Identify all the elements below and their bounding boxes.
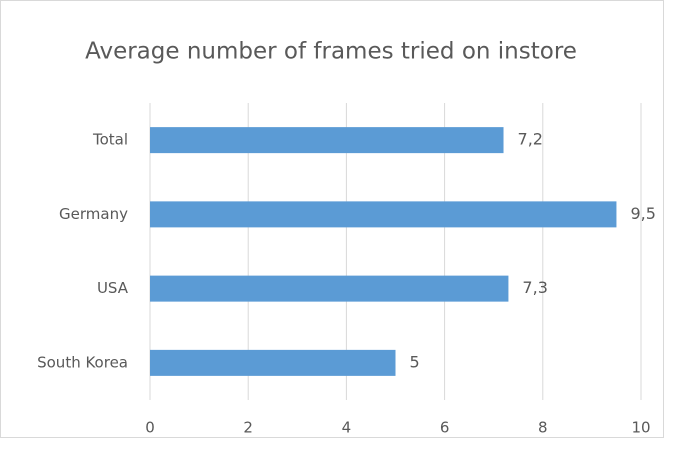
x-tick-label: 8 <box>538 419 548 437</box>
y-tick-label: South Korea <box>37 353 128 371</box>
bar <box>150 127 504 154</box>
y-tick-label: Germany <box>59 205 128 223</box>
value-label: 5 <box>410 352 420 371</box>
value-label: 7,2 <box>518 130 543 149</box>
chart-title: Average number of frames tried on instor… <box>85 39 577 65</box>
y-tick-label: Total <box>92 131 128 149</box>
x-tick-label: 0 <box>145 419 155 437</box>
value-label: 7,3 <box>522 278 547 297</box>
x-tick-label: 10 <box>631 419 650 437</box>
x-tick-label: 2 <box>243 419 253 437</box>
bar <box>150 349 396 376</box>
x-tick-label: 4 <box>342 419 352 437</box>
y-tick-label: USA <box>97 279 129 297</box>
value-label: 9,5 <box>630 204 655 223</box>
bar <box>150 201 617 228</box>
x-tick-label: 6 <box>440 419 450 437</box>
bar <box>150 275 509 302</box>
